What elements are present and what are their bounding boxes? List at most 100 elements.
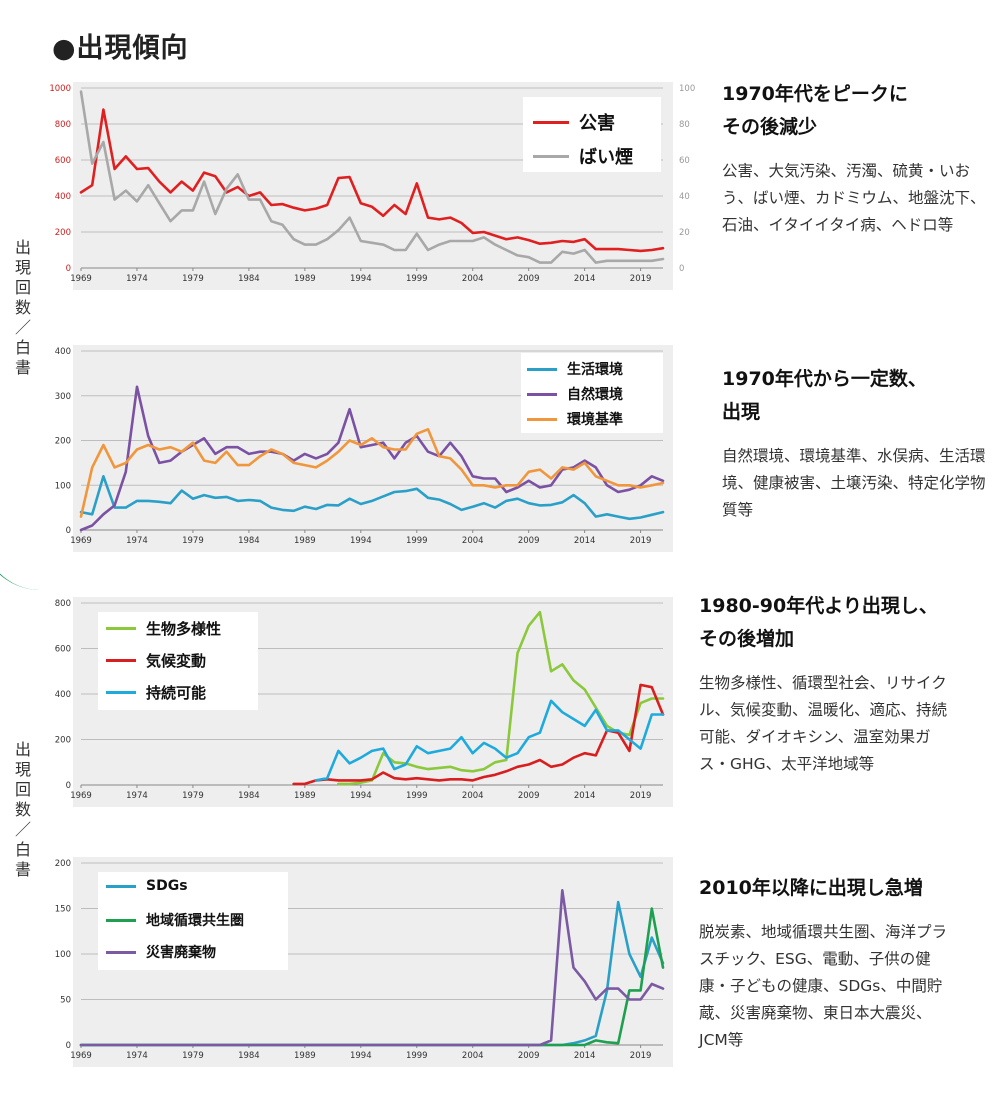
y-tick-label: 400 [55,347,71,357]
legend-item: 生物多様性 [106,618,221,639]
x-tick-label: 1979 [182,791,204,801]
chart-legend-2: 生活環境 自然環境 環境基準 [521,353,663,433]
x-tick-label: 2004 [462,274,484,284]
panel-body: 公害、大気汚染、汚濁、硫黄・いおう、ばい煙、カドミウム、地盤沈下、石油、イタイイ… [722,162,986,234]
x-tick-label: 2019 [630,791,652,801]
y2-tick-label: 100 [679,84,695,94]
y-tick-label: 150 [55,905,71,915]
chart-panel-3: 0 200 400 600 800 1969 1974 1979 1984 1989 1994 199… [55,597,673,807]
page-title: ●出現傾向 [52,33,189,64]
y-tick-label: 800 [55,120,71,130]
x-tick-label: 2004 [462,791,484,801]
x-tick-label: 1994 [350,1051,372,1061]
x-tick-label: 2019 [630,1051,652,1061]
x-tick-label: 2009 [518,1051,540,1061]
x-tick-label: 1984 [238,1051,260,1061]
legend-item: 公害 [533,109,615,135]
y-axis-label-top: 出現回数／白書 [14,238,31,377]
y-tick-label: 600 [55,645,71,655]
x-tick-label: 1979 [182,1051,204,1061]
y-tick-label: 200 [55,736,71,746]
x-tick-label: 1984 [238,274,260,284]
x-tick-label: 2014 [574,791,596,801]
panel-headline: 1970年代をピークに その後減少 [722,83,908,138]
chart-pollution: 0 200 400 600 800 1000 0 20 40 60 80 100 1969 1974 197… [49,84,695,284]
y-tick-label: 300 [55,392,71,402]
y2-tick-label: 60 [679,156,690,166]
y-tick-label: 400 [55,192,71,202]
y-tick-label: 0 [66,781,71,791]
x-tick-label: 1984 [238,791,260,801]
y-tick-label: 0 [66,1041,71,1051]
x-tick-label: 1999 [406,1051,428,1061]
y2-tick-label: 40 [679,192,690,202]
x-tick-label: 1994 [350,536,372,546]
x-tick-label: 1994 [350,791,372,801]
y2-tick-label: 0 [679,264,684,274]
x-tick-label: 1974 [126,791,148,801]
y-tick-label: 200 [55,859,71,869]
x-tick-label: 1989 [294,791,316,801]
series-line-生活環境 [79,475,665,521]
x-tick-label: 2004 [462,1051,484,1061]
x-tick-label: 1999 [406,274,428,284]
legend-item: SDGs [106,878,188,894]
y-axis-label-bottom: 出現回数／白書 [14,740,31,879]
x-tick-label: 1999 [406,536,428,546]
x-tick-label: 2009 [518,791,540,801]
x-tick-label: 2014 [574,1051,596,1061]
legend-item: 環境基準 [527,409,623,429]
panel-body: 生物多様性、循環型社会、リサイクル、気候変動、温暖化、適応、持続可能、ダイオキシ… [699,674,948,773]
x-tick-label: 1984 [238,536,260,546]
panel-text-1: 1970年代をピークに その後減少 公害、大気汚染、汚濁、硫黄・いおう、ばい煙、カ… [722,78,997,239]
legend-item: 地域循環共生圏 [106,910,244,930]
y-tick-label: 400 [55,690,71,700]
x-tick-label: 1989 [294,274,316,284]
y-tick-label: 200 [55,228,71,238]
legend-item: ばい煙 [533,143,633,169]
x-tick-label: 1979 [182,536,204,546]
panel-headline: 1980-90年代より出現し、 その後増加 [699,595,938,650]
panel-text-2: 1970年代から一定数、 出現 自然環境、環境基準、水俣病、生活環境、健康被害、土… [722,363,997,524]
y-tick-label: 1000 [49,84,71,94]
x-tick-label: 1989 [294,536,316,546]
chart-legend-3: 生物多様性 気候変動 持続可能 [98,612,258,710]
x-tick-label: 1969 [70,274,92,284]
y-tick-label: 200 [55,437,71,447]
series-line-持続可能 [314,699,665,782]
y2-tick-label: 80 [679,120,690,130]
decorative-arc [0,520,42,590]
x-tick-label: 1969 [70,536,92,546]
chart-panel-2: 0 100 200 300 400 1969 1974 1979 1984 1989 1994 199… [55,345,673,552]
chart-climate: 0 200 400 600 800 1969 1974 1979 1984 1989 1994 199… [55,599,665,801]
x-tick-label: 2019 [630,536,652,546]
x-tick-label: 2014 [574,536,596,546]
x-tick-label: 1974 [126,1051,148,1061]
y-tick-label: 600 [55,156,71,166]
series-line-ばい煙 [79,90,665,264]
legend-item: 気候変動 [106,650,206,671]
series-line-気候変動 [292,683,665,786]
y-tick-label: 0 [66,264,71,274]
legend-item: 持続可能 [106,682,206,703]
chart-panel-1: 0 200 400 600 800 1000 0 20 40 60 80 100 1969 1974 197… [49,82,695,290]
x-tick-label: 1974 [126,274,148,284]
y-tick-label: 0 [66,526,71,536]
chart-sdgs: 0 50 100 150 200 1969 1974 1979 1984 1989 1994 1999… [55,859,665,1061]
panel-body: 自然環境、環境基準、水俣病、生活環境、健康被害、土壌汚染、特定化学物質等 [722,447,986,519]
panel-headline: 1970年代から一定数、 出現 [722,368,927,423]
x-tick-label: 1994 [350,274,372,284]
series-line-環境基準 [79,428,665,518]
series-line-公害 [79,108,665,253]
y-tick-label: 50 [60,996,71,1006]
chart-legend-4: SDGs 地域循環共生圏 災害廃棄物 [98,872,288,970]
panel-headline: 2010年以降に出現し急増 [699,877,923,899]
x-tick-label: 1999 [406,791,428,801]
chart-panel-4: 0 50 100 150 200 1969 1974 1979 1984 1989 1994 1999… [55,857,673,1067]
legend-item: 自然環境 [527,384,623,404]
x-tick-label: 1969 [70,791,92,801]
x-tick-label: 1979 [182,274,204,284]
x-tick-label: 1989 [294,1051,316,1061]
x-tick-label: 2004 [462,536,484,546]
y-tick-label: 100 [55,950,71,960]
